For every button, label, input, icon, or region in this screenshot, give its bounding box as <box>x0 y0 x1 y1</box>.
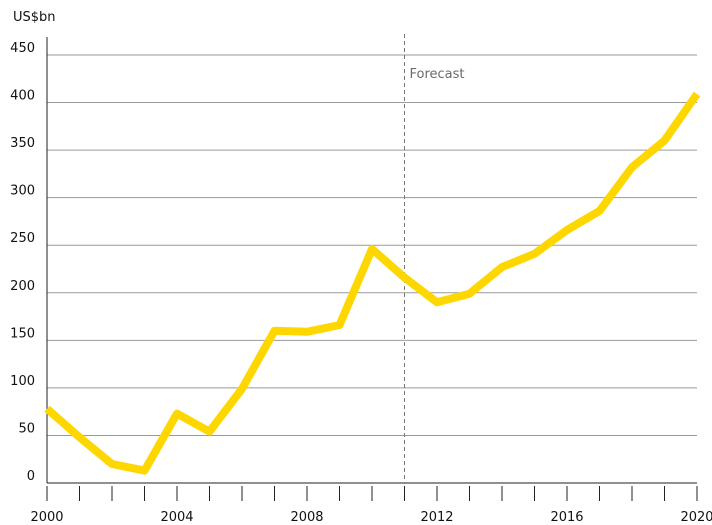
y-tick-label-100: 100 <box>10 374 35 389</box>
y-tick-label-400: 400 <box>10 89 35 104</box>
y-axis-unit-label: US$bn <box>13 10 56 25</box>
y-tick-label-300: 300 <box>10 184 35 199</box>
axes <box>46 37 698 501</box>
y-tick-label-350: 350 <box>10 136 35 151</box>
y-tick-label-450: 450 <box>10 41 35 56</box>
forecast-marker: Forecast <box>404 34 465 483</box>
x-tick-label-2020: 2020 <box>680 510 712 525</box>
forecast-label: Forecast <box>410 67 465 82</box>
y-tick-label-50: 50 <box>18 421 35 436</box>
series-layer <box>44 91 701 475</box>
x-tick-label-2016: 2016 <box>550 510 583 525</box>
tick-labels: 0 50 100 150 200 250 300 350 400 450 2000 2004 2008 2… <box>10 41 712 525</box>
x-tick-label-2000: 2000 <box>30 510 63 525</box>
y-tick-label-0: 0 <box>27 469 35 484</box>
y-tick-label-200: 200 <box>10 279 35 294</box>
series-line-0 <box>44 91 701 475</box>
x-tick-label-2012: 2012 <box>420 510 453 525</box>
y-tick-label-150: 150 <box>10 326 35 341</box>
x-tick-label-2008: 2008 <box>290 510 323 525</box>
x-tick-label-2004: 2004 <box>160 510 193 525</box>
y-tick-label-250: 250 <box>10 231 35 246</box>
